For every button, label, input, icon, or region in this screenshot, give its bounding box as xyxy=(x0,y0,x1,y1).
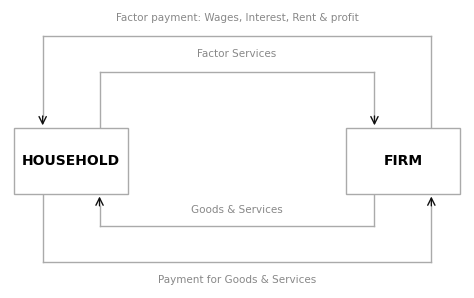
Text: HOUSEHOLD: HOUSEHOLD xyxy=(22,154,120,168)
Text: Factor payment: Wages, Interest, Rent & profit: Factor payment: Wages, Interest, Rent & … xyxy=(116,13,358,23)
FancyBboxPatch shape xyxy=(346,128,460,194)
Text: FIRM: FIRM xyxy=(383,154,422,168)
Text: Goods & Services: Goods & Services xyxy=(191,205,283,215)
FancyBboxPatch shape xyxy=(14,128,128,194)
Text: Payment for Goods & Services: Payment for Goods & Services xyxy=(158,275,316,285)
Text: Factor Services: Factor Services xyxy=(197,49,277,59)
